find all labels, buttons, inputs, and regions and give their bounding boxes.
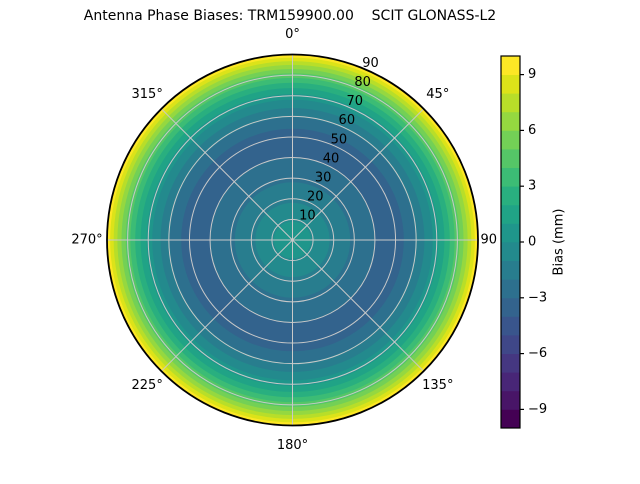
colorbar-tick-label: 0 [528,235,536,250]
polar-spoke [292,108,425,241]
angular-tick-label: 315° [132,87,163,102]
colorbar-band [501,353,520,373]
colorbar-tick-label: −3 [528,290,547,305]
colorbar-band [501,74,520,94]
radial-tick-label: 40 [323,151,340,166]
colorbar-band [501,279,520,299]
colorbar-axis-label: Bias (mm) [552,209,567,276]
polar-rim [106,53,479,427]
colorbar-band [501,130,520,150]
radial-tick-label: 70 [346,94,363,109]
radial-tick-label: 90 [362,56,379,71]
colorbar-band [501,242,520,261]
radial-tick-label: 10 [299,208,316,223]
angular-tick-label: 270° [71,233,102,248]
angular-tick-label: 45° [426,87,449,102]
colorbar-band [501,316,520,336]
colorbar-band [501,390,520,410]
colorbar-tick-label: 3 [528,179,536,194]
angular-tick-label: 135° [422,378,453,393]
radial-tick-label: 30 [315,170,332,185]
polar-spoke [160,108,293,241]
colorbar-band [501,223,520,243]
colorbar-band [501,204,520,224]
radial-tick-label: 80 [354,75,371,90]
angular-tick-label: 180° [277,438,308,453]
colorbar-band [501,111,520,131]
colorbar-tick-label: 9 [528,67,536,82]
polar-spoke [292,239,425,372]
polar-spoke [160,239,293,372]
colorbar-band [501,149,520,168]
colorbar-band [501,372,520,392]
angular-tick-label: 90 [480,233,497,248]
colorbar-band [501,93,520,113]
angular-tick-label: 0° [285,27,300,42]
colorbar-tick-label: −9 [528,402,547,417]
colorbar-tick-label: 6 [528,123,536,138]
colorbar-band [501,186,520,206]
angular-tick-label: 225° [132,378,163,393]
chart-title: Antenna Phase Biases: TRM159900.00 SCIT … [83,8,497,24]
colorbar-band [501,56,520,75]
radial-tick-label: 20 [307,189,324,204]
colorbar-tick-label: −6 [528,346,547,361]
colorbar-band [501,409,520,429]
colorbar-band [501,167,520,187]
colorbar-band [501,297,520,317]
radial-tick-label: 60 [339,113,356,128]
colorbar-band [501,260,520,280]
radial-tick-label: 50 [331,132,348,147]
colorbar-band [501,335,520,354]
